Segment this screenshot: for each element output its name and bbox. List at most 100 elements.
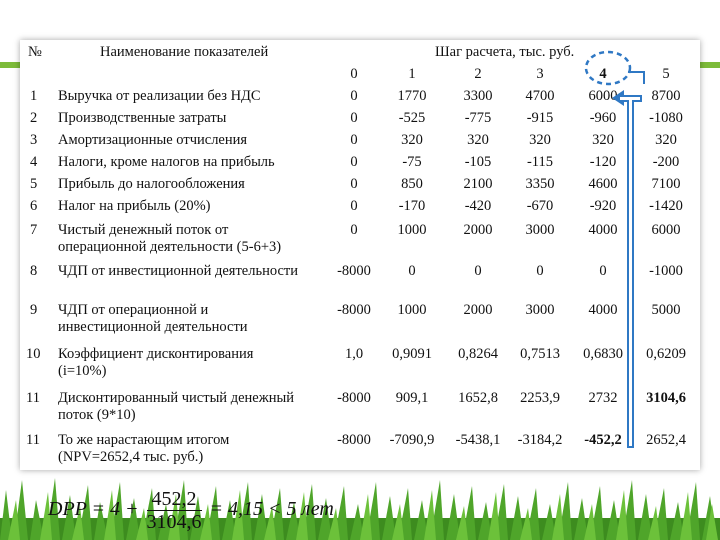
- formula-rhs: = 4,15 < 5 лет: [209, 498, 334, 521]
- row-value: 0: [350, 88, 358, 104]
- dpp-formula: DPP = 4 + 452,2 3104,6 = 4,15 < 5 лет: [48, 488, 334, 533]
- row-value: 1,0: [344, 346, 364, 362]
- row-value: 320: [592, 132, 614, 148]
- row-value: 7100: [651, 176, 681, 192]
- row-num: 2: [30, 110, 38, 126]
- row-value: 320: [467, 132, 489, 148]
- row-value: 0: [350, 222, 358, 238]
- row-value: 1000: [397, 302, 427, 318]
- row-num: 9: [30, 302, 38, 318]
- grass-decoration: [0, 478, 720, 540]
- row-value: 0,7513: [520, 346, 560, 362]
- row-value: -8000: [337, 302, 371, 318]
- row-name: Коэффициент дисконтирования (i=10%): [58, 346, 254, 379]
- row-value: -960: [589, 110, 617, 126]
- row-name: Прибыль до налогообложения: [58, 176, 245, 192]
- row-value: 3000: [525, 302, 555, 318]
- row-value: 0,8264: [458, 346, 498, 362]
- step-col-4: 4: [599, 66, 607, 82]
- row-value: 2652,4: [646, 432, 686, 448]
- row-value: -8000: [337, 390, 371, 406]
- step-col-2: 2: [474, 66, 482, 82]
- row-name: Дисконтированный чистый денежный поток (…: [58, 390, 294, 423]
- row-value: 1652,8: [458, 390, 498, 406]
- row-value: 0: [599, 263, 607, 279]
- row-value: 0: [474, 263, 482, 279]
- row-value: 2000: [463, 222, 493, 238]
- row-name: Налоги, кроме налогов на прибыль: [58, 154, 275, 170]
- row-value: 6000: [588, 88, 618, 104]
- formula-numerator: 452,2: [146, 488, 202, 511]
- row-num: 6: [30, 198, 38, 214]
- row-value: 4600: [588, 176, 618, 192]
- row-value: 2732: [588, 390, 618, 406]
- row-num: 1: [30, 88, 38, 104]
- row-value: 5000: [651, 302, 681, 318]
- row-value: -120: [589, 154, 617, 170]
- row-value: -670: [526, 198, 554, 214]
- row-value: 3350: [525, 176, 555, 192]
- step-col-0: 0: [350, 66, 358, 82]
- row-value: 320: [655, 132, 677, 148]
- row-value: -775: [464, 110, 492, 126]
- row-value: 909,1: [395, 390, 429, 406]
- row-value: -170: [398, 198, 426, 214]
- row-value: -420: [464, 198, 492, 214]
- formula-fraction: 452,2 3104,6: [146, 488, 202, 533]
- row-value: 0,9091: [392, 346, 432, 362]
- row-value: 2000: [463, 302, 493, 318]
- step-col-1: 1: [408, 66, 416, 82]
- row-value: 320: [529, 132, 551, 148]
- row-name: Производственные затраты: [58, 110, 227, 126]
- row-name: ЧДП от инвестиционной деятельности: [58, 263, 298, 279]
- formula-lhs: DPP = 4 +: [48, 498, 139, 521]
- header-num: №: [28, 44, 42, 60]
- row-name: Амортизационные отчисления: [58, 132, 248, 148]
- row-value: 4000: [588, 302, 618, 318]
- row-value: 3000: [525, 222, 555, 238]
- row-num: 7: [30, 222, 38, 238]
- row-num: 8: [30, 263, 38, 279]
- row-value: -5438,1: [455, 432, 501, 448]
- row-value: 1000: [397, 222, 427, 238]
- table-card: № Наименование показателей Шаг расчета, …: [20, 40, 700, 470]
- row-value: -1420: [649, 198, 683, 214]
- row-value: 2100: [463, 176, 493, 192]
- row-value: 8700: [651, 88, 681, 104]
- row-value: 2253,9: [520, 390, 560, 406]
- row-value: -1000: [649, 263, 683, 279]
- row-value: -452,2: [584, 432, 622, 448]
- row-value: 850: [401, 176, 423, 192]
- row-value: 0: [408, 263, 416, 279]
- row-value: 0: [350, 154, 358, 170]
- row-num: 4: [30, 154, 38, 170]
- row-value: 4700: [525, 88, 555, 104]
- row-value: 0: [350, 110, 358, 126]
- row-name: Налог на прибыль (20%): [58, 198, 211, 214]
- row-value: -8000: [337, 263, 371, 279]
- row-value: -525: [398, 110, 426, 126]
- row-value: 6000: [651, 222, 681, 238]
- row-value: -7090,9: [389, 432, 435, 448]
- row-name: Чистый денежный поток от операционной де…: [58, 222, 282, 255]
- row-name: ЧДП от операционной и инвестиционной дея…: [58, 302, 248, 335]
- row-value: 3104,6: [646, 390, 686, 406]
- row-value: -920: [589, 198, 617, 214]
- formula-denominator: 3104,6: [146, 511, 202, 533]
- row-num: 5: [30, 176, 38, 192]
- row-value: 0: [350, 198, 358, 214]
- row-value: 0: [350, 176, 358, 192]
- row-value: 1770: [397, 88, 427, 104]
- step-col-3: 3: [536, 66, 544, 82]
- row-value: 0: [536, 263, 544, 279]
- header-name: Наименование показателей: [100, 44, 269, 60]
- row-name: Выручка от реализации без НДС: [58, 88, 261, 104]
- row-value: 3300: [463, 88, 493, 104]
- row-value: 4000: [588, 222, 618, 238]
- row-value: 0,6830: [583, 346, 623, 362]
- row-value: -105: [464, 154, 492, 170]
- row-value: -115: [526, 154, 554, 170]
- row-name: То же нарастающим итогом (NPV=2652,4 тыс…: [58, 432, 230, 465]
- row-value: -1080: [649, 110, 683, 126]
- header-step: Шаг расчета, тыс. руб.: [435, 44, 575, 60]
